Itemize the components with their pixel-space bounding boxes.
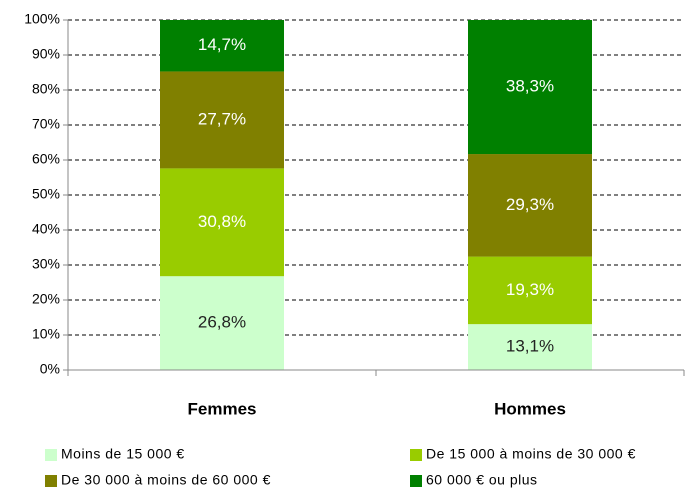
data-label: 26,8% <box>198 313 246 332</box>
y-tick-label: 100% <box>24 11 60 27</box>
data-label: 30,8% <box>198 212 246 231</box>
data-label: 27,7% <box>198 109 246 128</box>
bar-segment <box>468 256 592 325</box>
legend-label: Moins de 15 000 € <box>61 446 185 462</box>
y-tick-label: 90% <box>32 46 60 62</box>
data-label: 14,7% <box>198 35 246 54</box>
y-tick-label: 30% <box>32 256 60 272</box>
y-tick-label: 80% <box>32 81 60 97</box>
legend-swatch <box>410 449 422 461</box>
data-label: 29,3% <box>506 195 554 214</box>
legend-label: De 15 000 à moins de 30 000 € <box>426 446 636 462</box>
bar-segment <box>160 71 284 169</box>
legend-swatch <box>45 449 57 461</box>
y-tick-label: 0% <box>40 361 60 377</box>
bar-segment <box>468 324 592 370</box>
x-tick-label: Femmes <box>188 399 257 418</box>
bar-segment <box>468 20 592 155</box>
x-tick-label: Hommes <box>494 399 566 418</box>
legend-label: 60 000 € ou plus <box>426 472 538 488</box>
data-label: 38,3% <box>506 77 554 96</box>
bar-segment <box>160 168 284 277</box>
y-tick-label: 40% <box>32 221 60 237</box>
y-tick-label: 70% <box>32 116 60 132</box>
data-label: 13,1% <box>506 337 554 356</box>
legend-swatch <box>45 475 57 487</box>
legend-label: De 30 000 à moins de 60 000 € <box>61 472 271 488</box>
y-tick-label: 50% <box>32 186 60 202</box>
data-label: 19,3% <box>506 280 554 299</box>
y-tick-label: 20% <box>32 291 60 307</box>
bar-segment <box>468 154 592 257</box>
y-tick-label: 60% <box>32 151 60 167</box>
bar-segment <box>160 276 284 370</box>
y-tick-label: 10% <box>32 326 60 342</box>
legend-swatch <box>410 475 422 487</box>
bar-segment <box>160 20 284 72</box>
